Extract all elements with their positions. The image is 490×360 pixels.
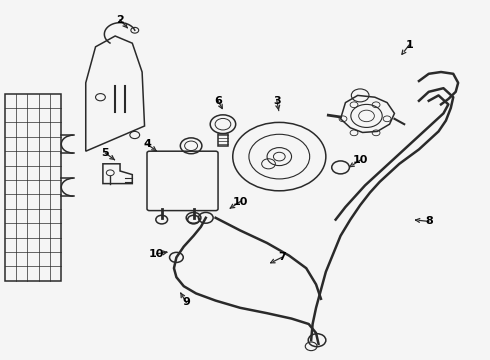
Text: 8: 8 bbox=[425, 216, 433, 226]
Text: 4: 4 bbox=[143, 139, 151, 149]
Text: 1: 1 bbox=[405, 40, 413, 50]
Bar bbox=[218, 134, 228, 146]
Text: 3: 3 bbox=[273, 96, 281, 106]
Text: 5: 5 bbox=[101, 148, 109, 158]
Text: 2: 2 bbox=[116, 15, 124, 25]
Text: 9: 9 bbox=[182, 297, 190, 307]
Text: 6: 6 bbox=[214, 96, 222, 106]
Text: 10: 10 bbox=[352, 155, 368, 165]
Text: 10: 10 bbox=[232, 197, 248, 207]
Bar bbox=[5, 94, 61, 281]
Text: 7: 7 bbox=[278, 252, 286, 262]
Text: 10: 10 bbox=[149, 249, 165, 259]
